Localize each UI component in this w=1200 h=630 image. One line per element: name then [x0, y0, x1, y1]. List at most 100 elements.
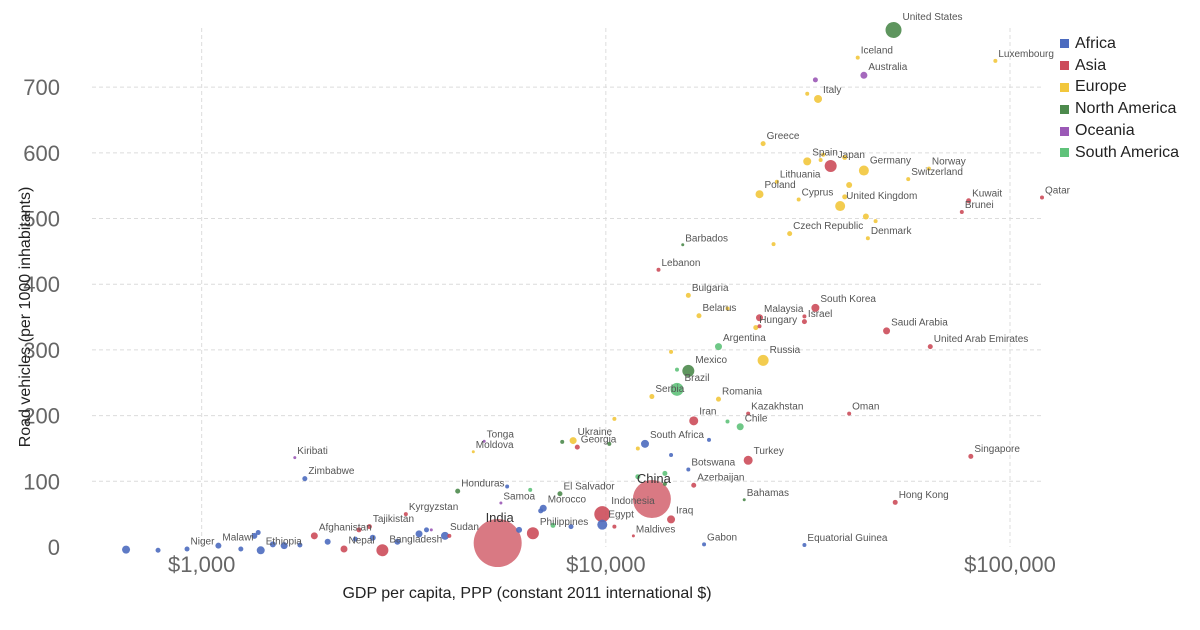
point-georgia [574, 444, 580, 450]
label-afghanistan: Afghanistan [319, 522, 372, 533]
legend-item-oceania[interactable]: Oceania [1060, 120, 1179, 142]
grid-lines [92, 28, 1042, 547]
data-point [280, 542, 288, 550]
label-kazakhstan: Kazakhstan [751, 402, 803, 413]
point-chile [736, 423, 744, 431]
point-barbados [681, 243, 685, 247]
label-hong-kong: Hong Kong [899, 490, 949, 501]
data-point [612, 416, 617, 421]
label-malawi: Malawi [222, 533, 253, 544]
data-point [873, 219, 878, 224]
label-philippines: Philippines [540, 517, 588, 528]
label-azerbaijan: Azerbaijan [697, 473, 744, 484]
label-norway: Norway [932, 157, 966, 168]
point-bulgaria [685, 292, 691, 298]
point-mexico [682, 364, 695, 377]
y-axis-title: Road vehicles (per 1000 inhabitants) [17, 187, 34, 448]
data-point [635, 446, 640, 451]
label-nepal: Nepal [349, 535, 375, 546]
legend-item-south-america[interactable]: South America [1060, 142, 1179, 164]
data-point [725, 306, 730, 311]
point-lithuania [774, 179, 779, 184]
label-ethiopia: Ethiopia [266, 536, 303, 547]
x-tick-label: $10,000 [566, 552, 646, 577]
data-point [324, 538, 331, 545]
y-tick-label: 500 [23, 207, 60, 232]
label-maldives: Maldives [636, 524, 675, 535]
legend-item-africa[interactable]: Africa [1060, 33, 1179, 55]
point-qatar [1040, 195, 1044, 200]
label-malaysia: Malaysia [764, 304, 804, 315]
label-zimbabwe: Zimbabwe [308, 466, 355, 477]
data-point [251, 532, 258, 539]
point-el-salvador [557, 491, 563, 497]
data-point [612, 524, 617, 529]
label-cyprus: Cyprus [802, 187, 834, 198]
point-afghanistan [310, 532, 318, 540]
legend-swatch [1060, 82, 1069, 92]
data-point [846, 182, 853, 189]
point-czech-republic [787, 231, 793, 237]
data-point [352, 536, 358, 542]
label-bangladesh: Bangladesh [389, 534, 442, 545]
point-brazil [670, 382, 684, 396]
point-labels: India China United States Indonesia Brazil Ja… [191, 12, 1071, 548]
x-axis-title: GDP per capita, PPP (constant 2011 inter… [342, 585, 711, 602]
point-malawi [215, 542, 222, 549]
label-brunei: Brunei [965, 200, 994, 211]
label-japan: Japan [838, 150, 865, 161]
data-point [771, 242, 776, 247]
point-iceland [855, 55, 860, 60]
point-niger [184, 546, 190, 552]
point-malaysia [756, 314, 764, 322]
point-serbia [649, 394, 655, 400]
point-poland [755, 190, 764, 199]
point-norway [926, 166, 931, 171]
point-singapore [968, 453, 974, 459]
data-point [607, 441, 612, 446]
data-point [429, 528, 433, 532]
label-luxembourg: Luxembourg [998, 49, 1054, 60]
label-iceland: Iceland [861, 46, 893, 57]
point-denmark [865, 236, 870, 241]
data-point [550, 522, 556, 528]
data-point [356, 527, 362, 533]
data-point [675, 367, 680, 372]
point-kiribati [293, 456, 297, 460]
data-point [369, 534, 376, 541]
data-point [447, 533, 452, 538]
point-spain [803, 157, 812, 166]
point-india [473, 519, 522, 568]
label-south-korea: South Korea [820, 294, 876, 305]
label-georgia: Georgia [581, 435, 617, 446]
label-brazil: Brazil [685, 373, 710, 384]
label-poland: Poland [765, 180, 796, 191]
data-point [238, 546, 244, 552]
legend: Africa Asia Europe North America Oceania Sout… [1060, 33, 1179, 164]
data-point [297, 542, 303, 548]
label-denmark: Denmark [871, 226, 913, 237]
label-honduras: Honduras [461, 479, 504, 490]
data-point [560, 439, 565, 444]
label-argentina: Argentina [723, 333, 766, 344]
label-lebanon: Lebanon [662, 258, 701, 269]
label-chile: Chile [745, 413, 768, 424]
point-egypt [597, 519, 608, 530]
legend-item-europe[interactable]: Europe [1060, 77, 1179, 99]
point-south-korea [811, 303, 820, 312]
point-australia [860, 71, 868, 79]
point-bangladesh [376, 544, 389, 557]
data-point [415, 530, 423, 538]
point-moldova [471, 450, 475, 454]
label-czech-republic: Czech Republic [793, 221, 863, 232]
legend-label: North America [1075, 100, 1177, 118]
point-indonesia [594, 506, 611, 523]
legend-item-north-america[interactable]: North America [1060, 98, 1179, 120]
legend-item-asia[interactable]: Asia [1060, 55, 1179, 77]
label-spain: Spain [812, 147, 838, 158]
data-point [821, 152, 826, 157]
label-barbados: Barbados [685, 233, 728, 244]
label-russia: Russia [770, 345, 801, 356]
point-lebanon [656, 267, 661, 272]
data-point [842, 154, 848, 160]
